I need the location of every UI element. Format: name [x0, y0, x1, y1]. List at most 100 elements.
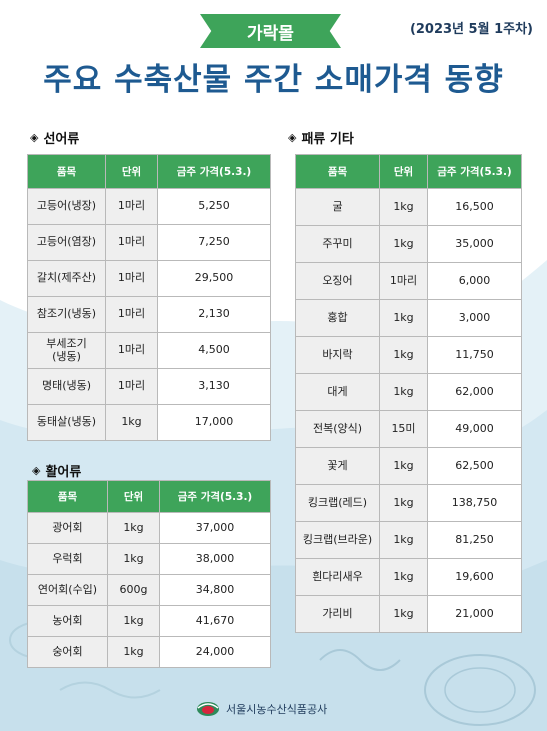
column-header: 품목 — [27, 480, 108, 513]
item-cell: 고등어(냉장) — [27, 188, 106, 225]
market-badge: 가락몰 — [200, 14, 341, 48]
unit-cell: 1kg — [105, 404, 158, 441]
unit-cell: 1kg — [379, 336, 428, 374]
item-cell: 전복(양식) — [295, 410, 380, 448]
item-cell: 갈치(제주산) — [27, 260, 106, 297]
unit-cell: 1마리 — [105, 188, 158, 225]
unit-cell: 1마리 — [105, 368, 158, 405]
unit-cell: 1kg — [379, 447, 428, 485]
org-logo-icon — [197, 702, 219, 716]
page-title: 주요 수축산물 주간 소매가격 동향 — [43, 62, 504, 98]
column-header: 금주 가격(5.3.) — [159, 480, 271, 513]
price-cell: 35,000 — [427, 225, 522, 263]
table-row: 킹크랩(레드) 1kg 138,750 — [295, 484, 522, 522]
unit-cell: 1kg — [107, 636, 160, 668]
table-row: 농어회 1kg 41,670 — [27, 605, 271, 637]
item-cell: 킹크랩(레드) — [295, 484, 380, 522]
org-name: 서울시농수산식품공사 — [226, 703, 328, 716]
table-row: 우럭회 1kg 38,000 — [27, 543, 271, 575]
table-row: 명태(냉동) 1마리 3,130 — [27, 368, 271, 405]
shellfish-table: 품목 단위 금주 가격(5.3.) 굴 1kg 16,500 주꾸미 1kg 35,000 오징… — [295, 154, 522, 633]
table-row: 가리비 1kg 21,000 — [295, 595, 522, 633]
unit-cell: 1마리 — [105, 260, 158, 297]
price-cell: 17,000 — [157, 404, 271, 441]
price-cell: 41,670 — [159, 605, 271, 637]
column-header: 단위 — [105, 154, 158, 189]
item-cell: 오징어 — [295, 262, 380, 300]
unit-cell: 1kg — [379, 595, 428, 633]
item-cell: 굴 — [295, 188, 380, 226]
diamond-bullet-icon: ◈ — [32, 464, 41, 477]
item-cell: 광어회 — [27, 512, 108, 544]
item-cell: 부세조기 (냉동) — [27, 332, 106, 369]
section-title-live: ◈ 활어류 — [32, 461, 81, 480]
diamond-bullet-icon: ◈ — [30, 131, 39, 144]
report-date: (2023년 5월 1주차) — [409, 22, 533, 37]
table-row: 부세조기 (냉동) 1마리 4,500 — [27, 332, 271, 369]
org-logo: 서울시농수산식품공사 — [196, 700, 327, 718]
table-row: 흰다리새우 1kg 19,600 — [295, 558, 522, 596]
unit-cell: 15미 — [379, 410, 428, 448]
price-cell: 38,000 — [159, 543, 271, 575]
item-cell: 연어회(수입) — [27, 574, 108, 606]
item-cell: 주꾸미 — [295, 225, 380, 263]
live-fish-table: 품목 단위 금주 가격(5.3.) 광어회 1kg 37,000 우럭회 1kg 38,000… — [27, 480, 271, 668]
table-row: 숭어회 1kg 24,000 — [27, 636, 271, 668]
table-row: 킹크랩(브라운) 1kg 81,250 — [295, 521, 522, 559]
price-cell: 81,250 — [427, 521, 522, 559]
unit-cell: 1kg — [379, 521, 428, 559]
table-row: 오징어 1마리 6,000 — [295, 262, 522, 300]
table-row: 바지락 1kg 11,750 — [295, 336, 522, 374]
unit-cell: 1마리 — [105, 224, 158, 261]
price-cell: 6,000 — [427, 262, 522, 300]
section-title-fresh-label: 선어류 — [43, 132, 80, 147]
fresh-fish-table: 품목 단위 금주 가격(5.3.) 고등어(냉장) 1마리 5,250 고등어(염장) 1마… — [27, 154, 271, 441]
price-cell: 3,130 — [157, 368, 271, 405]
unit-cell: 1마리 — [379, 262, 428, 300]
item-cell: 우럭회 — [27, 543, 108, 575]
item-cell: 농어회 — [27, 605, 108, 637]
table-row: 주꾸미 1kg 35,000 — [295, 225, 522, 263]
price-cell: 138,750 — [427, 484, 522, 522]
unit-cell: 1kg — [379, 558, 428, 596]
item-cell: 숭어회 — [27, 636, 108, 668]
table-row: 갈치(제주산) 1마리 29,500 — [27, 260, 271, 297]
table-row: 고등어(염장) 1마리 7,250 — [27, 224, 271, 261]
item-cell: 고등어(염장) — [27, 224, 106, 261]
item-cell: 동태살(냉동) — [27, 404, 106, 441]
price-cell: 19,600 — [427, 558, 522, 596]
unit-cell: 1kg — [107, 543, 160, 575]
price-cell: 16,500 — [427, 188, 522, 226]
table-row: 고등어(냉장) 1마리 5,250 — [27, 188, 271, 225]
column-header: 단위 — [379, 154, 428, 189]
unit-cell: 1kg — [379, 299, 428, 337]
table-row: 꽃게 1kg 62,500 — [295, 447, 522, 485]
price-cell: 62,000 — [427, 373, 522, 411]
unit-cell: 1kg — [379, 225, 428, 263]
item-cell: 대게 — [295, 373, 380, 411]
column-header: 품목 — [295, 154, 380, 189]
table-row: 홍합 1kg 3,000 — [295, 299, 522, 337]
item-cell: 홍합 — [295, 299, 380, 337]
price-cell: 24,000 — [159, 636, 271, 668]
section-title-shell-label: 패류 기타 — [301, 132, 354, 147]
price-cell: 3,000 — [427, 299, 522, 337]
column-header: 금주 가격(5.3.) — [157, 154, 271, 189]
unit-cell: 1마리 — [105, 332, 158, 369]
unit-cell: 1kg — [379, 484, 428, 522]
price-cell: 37,000 — [159, 512, 271, 544]
table-row: 동태살(냉동) 1kg 17,000 — [27, 404, 271, 441]
item-cell: 흰다리새우 — [295, 558, 380, 596]
table-row: 전복(양식) 15미 49,000 — [295, 410, 522, 448]
price-cell: 21,000 — [427, 595, 522, 633]
item-cell: 킹크랩(브라운) — [295, 521, 380, 559]
column-header: 품목 — [27, 154, 106, 189]
unit-cell: 1kg — [379, 373, 428, 411]
column-header: 단위 — [107, 480, 160, 513]
price-cell: 5,250 — [157, 188, 271, 225]
unit-cell: 1kg — [379, 188, 428, 226]
price-cell: 49,000 — [427, 410, 522, 448]
item-cell: 참조기(냉동) — [27, 296, 106, 333]
table-row: 광어회 1kg 37,000 — [27, 512, 271, 544]
